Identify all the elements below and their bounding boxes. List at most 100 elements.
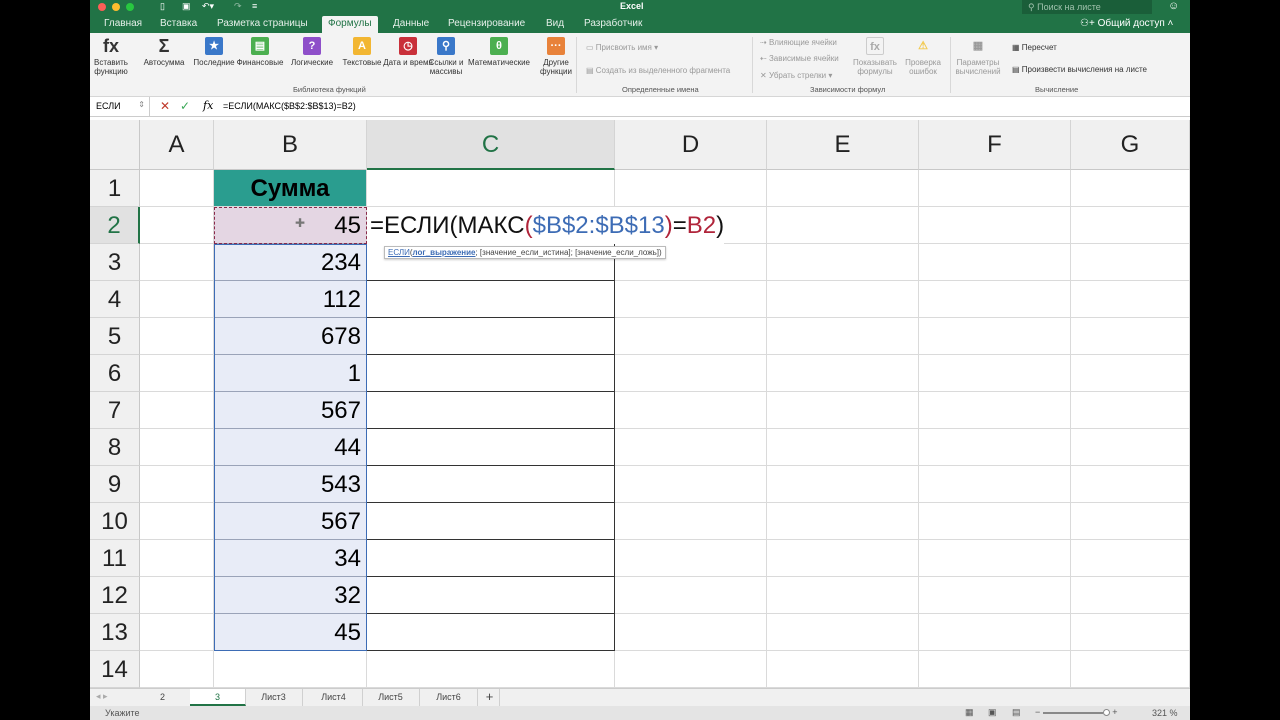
cell-E11[interactable] [767, 540, 919, 577]
cell-G4[interactable] [1071, 281, 1190, 318]
cell-E14[interactable] [767, 651, 919, 688]
add-sheet-button[interactable]: + [480, 689, 500, 706]
formula-input[interactable]: =ЕСЛИ(МАКС($B$2:$B$13)=B2) [223, 101, 356, 111]
cell-B3[interactable]: 234 [214, 244, 367, 281]
cell-E2[interactable] [767, 207, 919, 244]
cell-F6[interactable] [919, 355, 1071, 392]
cell-C3[interactable] [367, 244, 615, 281]
cell-D1[interactable] [615, 170, 767, 207]
tab-developer[interactable]: Разработчик [584, 18, 643, 29]
ribbon-button-more-functions[interactable]: ··· Другие функции [530, 37, 582, 76]
row-header-12[interactable]: 12 [90, 577, 140, 614]
cell-E3[interactable] [767, 244, 919, 281]
cell-B2[interactable]: 45 [214, 207, 367, 244]
cell-A7[interactable] [140, 392, 214, 429]
tab-view[interactable]: Вид [546, 18, 565, 29]
row-header-9[interactable]: 9 [90, 466, 140, 503]
show-formulas-button[interactable]: fx Показывать формулы [852, 37, 898, 76]
cell-E1[interactable] [767, 170, 919, 207]
cell-D10[interactable] [615, 503, 767, 540]
column-header-F[interactable]: F [919, 120, 1071, 170]
define-name-button[interactable]: ▭ Присвоить имя ▾ [586, 43, 659, 52]
ribbon-button-lookup[interactable]: ⚲ Ссылки и массивы [420, 37, 472, 76]
row-header-8[interactable]: 8 [90, 429, 140, 466]
cell-G7[interactable] [1071, 392, 1190, 429]
cell-D4[interactable] [615, 281, 767, 318]
cell-G6[interactable] [1071, 355, 1190, 392]
row-header-2[interactable]: 2 [90, 207, 140, 244]
cell-A10[interactable] [140, 503, 214, 540]
cell-D7[interactable] [615, 392, 767, 429]
cell-B6[interactable]: 1 [214, 355, 367, 392]
ribbon-button-star[interactable]: ★ Последние [188, 37, 240, 67]
calc-options-button[interactable]: ▦ Параметры вычислений [954, 37, 1002, 76]
cell-B9[interactable]: 543 [214, 466, 367, 503]
tab-data[interactable]: Данные [393, 18, 430, 29]
cell-D12[interactable] [615, 577, 767, 614]
maximize-window-button[interactable] [126, 3, 134, 11]
cell-G9[interactable] [1071, 466, 1190, 503]
cell-A11[interactable] [140, 540, 214, 577]
cell-E6[interactable] [767, 355, 919, 392]
cell-F11[interactable] [919, 540, 1071, 577]
cell-C10[interactable] [367, 503, 615, 540]
smiley-feedback-icon[interactable]: ☺ [1168, 0, 1180, 12]
column-header-A[interactable]: A [140, 120, 214, 170]
cell-A2[interactable] [140, 207, 214, 244]
redo-icon[interactable]: ↷ [234, 1, 242, 11]
cell-F8[interactable] [919, 429, 1071, 466]
trace-precedents-button[interactable]: ⇢ Влияющие ячейки [760, 38, 837, 47]
cell-D9[interactable] [615, 466, 767, 503]
cell-F2[interactable] [919, 207, 1071, 244]
cell-D11[interactable] [615, 540, 767, 577]
cell-A6[interactable] [140, 355, 214, 392]
insert-function-icon[interactable]: fx [203, 99, 214, 112]
cell-A5[interactable] [140, 318, 214, 355]
remove-arrows-button[interactable]: ✕ Убрать стрелки ▾ [760, 71, 833, 80]
cell-G14[interactable] [1071, 651, 1190, 688]
cell-B4[interactable]: 112 [214, 281, 367, 318]
row-header-7[interactable]: 7 [90, 392, 140, 429]
row-header-5[interactable]: 5 [90, 318, 140, 355]
minimize-window-button[interactable] [112, 3, 120, 11]
sheet-tab-Лист3[interactable]: Лист3 [245, 689, 303, 706]
cell-F5[interactable] [919, 318, 1071, 355]
cell-C4[interactable] [367, 281, 615, 318]
cell-B5[interactable]: 678 [214, 318, 367, 355]
cell-G10[interactable] [1071, 503, 1190, 540]
cell-C8[interactable] [367, 429, 615, 466]
cell-B1[interactable]: Сумма [214, 170, 367, 207]
cell-F3[interactable] [919, 244, 1071, 281]
cell-E5[interactable] [767, 318, 919, 355]
tooltip-fn[interactable]: ЕСЛИ [388, 248, 410, 257]
cell-G12[interactable] [1071, 577, 1190, 614]
row-header-4[interactable]: 4 [90, 281, 140, 318]
column-header-G[interactable]: G [1071, 120, 1190, 170]
save-icon[interactable]: ▣ [182, 1, 191, 11]
cell-D5[interactable] [615, 318, 767, 355]
cell-A13[interactable] [140, 614, 214, 651]
tab-review[interactable]: Рецензирование [448, 18, 526, 29]
calculate-sheet-button[interactable]: ▤ Произвести вычисления на листе [1012, 65, 1147, 74]
cell-E13[interactable] [767, 614, 919, 651]
sheet-tab-Лист6[interactable]: Лист6 [420, 689, 478, 706]
cell-E7[interactable] [767, 392, 919, 429]
tooltip-arg1[interactable]: лог_выражение [412, 248, 476, 257]
cell-C9[interactable] [367, 466, 615, 503]
column-header-B[interactable]: B [214, 120, 367, 170]
ribbon-button-question[interactable]: ? Логические [286, 37, 338, 67]
cell-C2-editing[interactable]: =ЕСЛИ(МАКС($B$2:$B$13)=B2) [367, 207, 725, 244]
zoom-slider[interactable]: − + [1035, 707, 1118, 717]
cell-B14[interactable] [214, 651, 367, 688]
cell-F13[interactable] [919, 614, 1071, 651]
cell-C5[interactable] [367, 318, 615, 355]
column-header-D[interactable]: D [615, 120, 767, 170]
cell-G13[interactable] [1071, 614, 1190, 651]
cell-F12[interactable] [919, 577, 1071, 614]
cell-D8[interactable] [615, 429, 767, 466]
row-header-13[interactable]: 13 [90, 614, 140, 651]
cell-B8[interactable]: 44 [214, 429, 367, 466]
cell-E12[interactable] [767, 577, 919, 614]
cell-G5[interactable] [1071, 318, 1190, 355]
cancel-icon[interactable]: ✕ [160, 99, 171, 113]
